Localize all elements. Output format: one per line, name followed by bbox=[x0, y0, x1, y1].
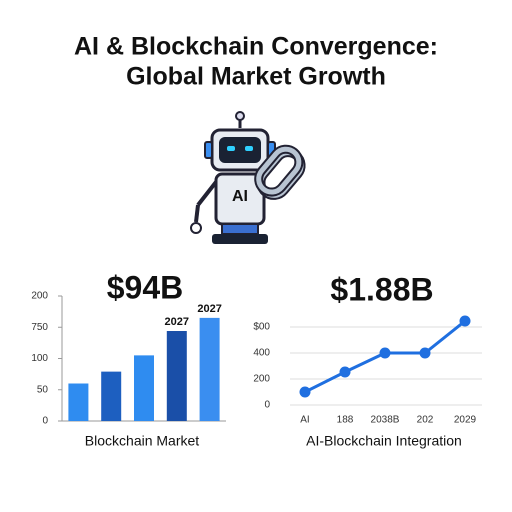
y-tick-label: 50 bbox=[37, 384, 49, 395]
x-tick-label: 188 bbox=[337, 415, 354, 426]
title-line: AI & Blockchain Convergence: bbox=[74, 33, 438, 61]
caption: Blockchain Market bbox=[85, 433, 199, 449]
caption: AI-Blockchain Integration bbox=[306, 433, 462, 449]
point bbox=[459, 315, 471, 327]
bar bbox=[199, 317, 220, 421]
headline: $1.88B bbox=[330, 271, 433, 307]
value-label: 2027 bbox=[165, 316, 189, 328]
robot-icon: AI bbox=[190, 111, 306, 244]
point bbox=[299, 386, 311, 398]
point bbox=[379, 347, 391, 359]
y-tick-label: 100 bbox=[31, 353, 48, 364]
bar bbox=[134, 355, 154, 421]
y-tick-label: 200 bbox=[31, 291, 48, 302]
x-tick-label: 2038B bbox=[371, 415, 400, 426]
bar bbox=[166, 331, 187, 421]
y-tick-label: 200 bbox=[253, 374, 270, 385]
x-tick-label: 2029 bbox=[454, 415, 477, 426]
x-tick-label: 202 bbox=[417, 415, 434, 426]
y-tick-label: 0 bbox=[42, 416, 48, 427]
value-label: 2027 bbox=[197, 303, 221, 315]
bar bbox=[68, 383, 89, 421]
point bbox=[339, 366, 351, 378]
y-tick-label: 400 bbox=[253, 348, 270, 359]
headline: $94B bbox=[107, 269, 184, 305]
title-line: Global Market Growth bbox=[126, 63, 386, 91]
y-tick-label: $00 bbox=[253, 322, 270, 333]
bar bbox=[101, 371, 122, 421]
icon-label: AI bbox=[232, 188, 248, 205]
x-tick-label: AI bbox=[300, 415, 309, 426]
y-tick-label: 750 bbox=[31, 322, 48, 333]
y-tick-label: 0 bbox=[264, 400, 270, 411]
point bbox=[419, 347, 431, 359]
